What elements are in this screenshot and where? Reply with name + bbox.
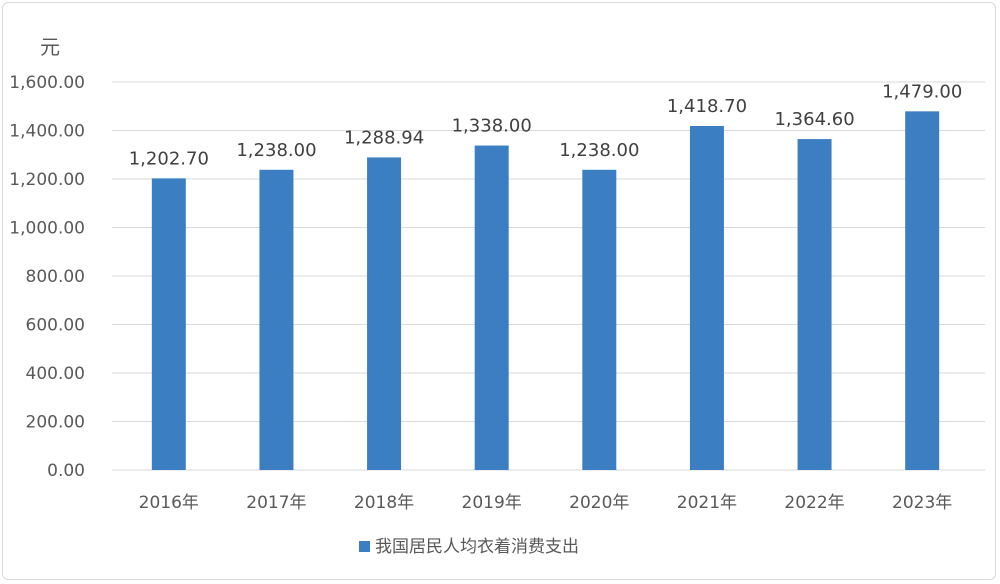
y-tick-label: 0.00 [47, 461, 85, 481]
data-label: 1,238.00 [236, 140, 316, 161]
y-tick-label: 1,200.00 [9, 170, 85, 190]
data-label: 1,479.00 [882, 81, 962, 102]
y-tick-label: 200.00 [26, 413, 85, 433]
y-tick-label: 1,400.00 [9, 122, 85, 142]
x-tick-label: 2017年 [246, 493, 306, 513]
y-axis-unit: 元 [40, 35, 60, 59]
y-tick-label: 600.00 [26, 316, 85, 336]
bar [474, 145, 509, 470]
y-tick-label: 1,600.00 [9, 73, 85, 93]
x-tick-label: 2019年 [462, 493, 522, 513]
legend-label: 我国居民人均衣着消费支出 [375, 537, 579, 557]
x-tick-label: 2023年 [892, 493, 952, 513]
bar [259, 169, 294, 470]
data-label: 1,418.70 [667, 96, 747, 117]
x-tick-label: 2022年 [784, 493, 844, 513]
bar [905, 111, 940, 470]
bar [689, 125, 724, 471]
x-tick-label: 2020年 [569, 493, 629, 513]
data-label: 1,338.00 [452, 116, 532, 137]
x-tick-label: 2016年 [139, 493, 199, 513]
x-tick-label: 2018年 [354, 493, 414, 513]
legend-swatch [359, 541, 370, 552]
y-tick-label: 400.00 [26, 364, 85, 384]
y-tick-label: 800.00 [26, 267, 85, 287]
data-label: 1,238.00 [559, 140, 639, 161]
data-label: 1,202.70 [129, 148, 209, 169]
y-tick-label: 1,000.00 [9, 219, 85, 239]
bar [582, 169, 617, 470]
bar [151, 178, 186, 470]
data-label: 1,288.94 [344, 127, 424, 148]
x-tick-label: 2021年 [677, 493, 737, 513]
legend: 我国居民人均衣着消费支出 [359, 537, 579, 557]
data-label: 1,364.60 [774, 109, 854, 130]
bar [797, 139, 832, 470]
bar [367, 157, 402, 470]
